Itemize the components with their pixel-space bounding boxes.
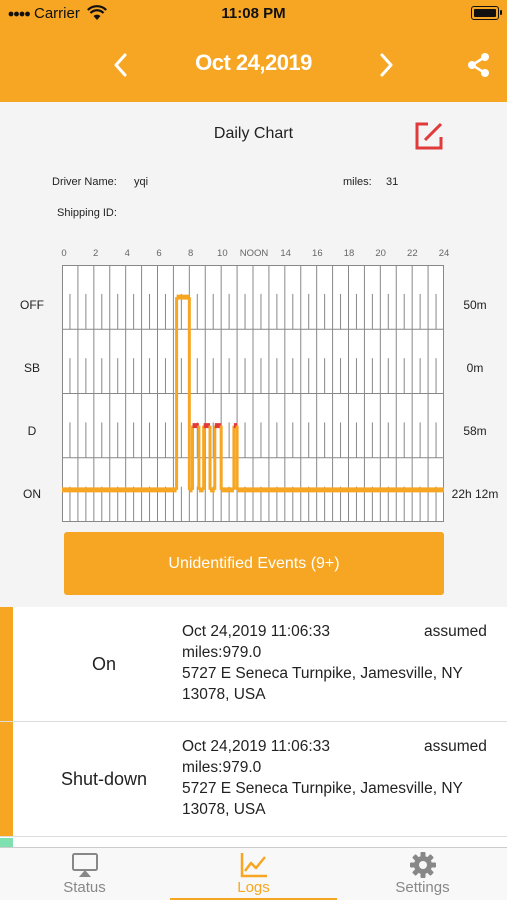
hour-label: 6	[156, 248, 162, 259]
chart-title: Daily Chart	[213, 125, 294, 142]
hour-label: 2	[93, 248, 99, 259]
tab-settings[interactable]: Settings	[338, 848, 507, 900]
event-miles: miles:979.0	[182, 644, 262, 661]
hour-label: 8	[188, 248, 194, 259]
airplay-icon	[72, 853, 98, 877]
row-total-on: 22h 12m	[451, 487, 499, 501]
status-bar: Carrier 11:08 PM	[0, 0, 507, 28]
tab-bar: Status Logs Settings	[0, 847, 507, 900]
divider	[0, 836, 507, 837]
hour-label: 14	[280, 248, 291, 259]
event-miles: miles:979.0	[182, 759, 262, 776]
event-status: Shut-down	[60, 769, 148, 789]
event-address: 5727 E Seneca Turnpike, Jamesville, NY	[182, 665, 463, 682]
hour-label: 24	[438, 248, 450, 259]
hour-label: 0	[61, 248, 67, 259]
tab-logs[interactable]: Logs	[169, 848, 338, 900]
event-datetime: Oct 24,2019 11:06:33	[182, 738, 330, 755]
event-origin: assumed	[424, 623, 487, 640]
wifi-icon	[87, 5, 107, 20]
active-tab-indicator	[170, 898, 337, 900]
share-button[interactable]	[464, 50, 494, 80]
event-datetime: Oct 24,2019 11:06:33	[182, 623, 330, 640]
event-address-2: 13078, USA	[182, 801, 266, 818]
duty-status-graph	[62, 265, 444, 522]
row-total-off: 50m	[463, 298, 487, 312]
row-total-sb: 0m	[466, 361, 484, 375]
event-row[interactable]: On Oct 24,2019 11:06:33 assumed miles:97…	[0, 607, 507, 722]
hour-label: 18	[343, 248, 355, 259]
edit-log-button[interactable]	[413, 120, 445, 152]
hour-label: 22	[407, 248, 418, 259]
tab-label: Logs	[237, 879, 270, 896]
hour-label: 16	[312, 248, 323, 259]
tab-label: Status	[63, 879, 106, 896]
header: Carrier 11:08 PM Oct 24,2019	[0, 0, 507, 102]
event-row[interactable]: Shut-down Oct 24,2019 11:06:33 assumed m…	[0, 722, 507, 837]
clock: 11:08 PM	[221, 5, 286, 22]
event-address-2: 13078, USA	[182, 686, 266, 703]
divider	[0, 721, 507, 722]
battery-icon	[471, 6, 502, 20]
event-list: On Oct 24,2019 11:06:33 assumed miles:97…	[0, 607, 507, 847]
event-address: 5727 E Seneca Turnpike, Jamesville, NY	[182, 780, 463, 797]
miles-label: miles:	[343, 176, 372, 188]
hour-label: NOON	[239, 248, 269, 259]
row-label-d: D	[27, 424, 37, 438]
miles-value: 31	[386, 176, 399, 188]
event-status-bar	[0, 607, 13, 722]
hour-label: 20	[375, 248, 386, 259]
chart-icon	[240, 853, 267, 878]
driver-name-value: yqi	[134, 176, 149, 188]
next-day-button[interactable]	[372, 50, 402, 80]
signal-icon	[8, 11, 30, 17]
row-label-on: ON	[23, 487, 41, 501]
chevron-left-icon	[114, 53, 127, 77]
tab-status[interactable]: Status	[0, 848, 169, 900]
gear-icon	[410, 852, 436, 878]
tab-label: Settings	[395, 879, 450, 896]
event-status: On	[91, 654, 116, 674]
row-label-off: OFF	[20, 298, 44, 312]
shipping-id-label: Shipping ID:	[57, 207, 117, 219]
hour-label: 10	[217, 248, 228, 259]
chevron-right-icon	[380, 53, 393, 77]
carrier-label: Carrier	[34, 5, 80, 22]
share-icon	[468, 53, 489, 77]
partial-event-bar	[0, 838, 13, 847]
hour-label: 4	[124, 248, 130, 259]
row-total-d: 58m	[463, 424, 487, 438]
row-label-sb: SB	[23, 361, 40, 375]
unidentified-events-button[interactable]: Unidentified Events (9+)	[64, 532, 444, 595]
event-status-bar	[0, 722, 13, 837]
daily-chart-panel: Daily Chart Driver Name: yqi miles: 31 S…	[0, 102, 507, 607]
previous-day-button[interactable]	[105, 50, 135, 80]
event-origin: assumed	[424, 738, 487, 755]
log-date-title: Oct 24,2019	[195, 50, 312, 75]
edit-icon	[415, 122, 443, 150]
driver-name-label: Driver Name:	[52, 176, 117, 188]
